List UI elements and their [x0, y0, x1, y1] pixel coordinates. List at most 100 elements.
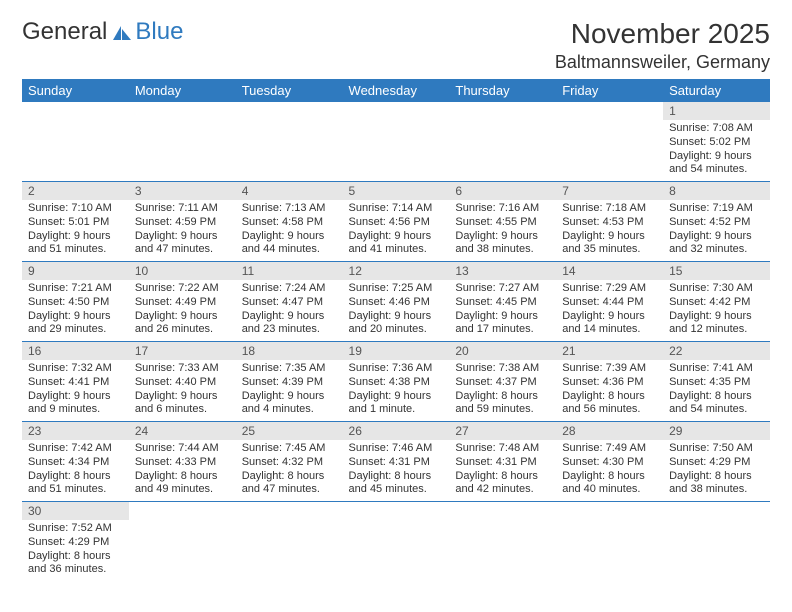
calendar-cell: 16Sunrise: 7:32 AMSunset: 4:41 PMDayligh… — [22, 342, 129, 422]
day-body: Sunrise: 7:52 AMSunset: 4:29 PMDaylight:… — [22, 520, 129, 581]
sunset-text: Sunset: 4:50 PM — [28, 296, 123, 310]
calendar-cell — [236, 102, 343, 182]
calendar-cell — [449, 502, 556, 582]
sunset-text: Sunset: 4:52 PM — [669, 216, 764, 230]
day-body: Sunrise: 7:24 AMSunset: 4:47 PMDaylight:… — [236, 280, 343, 341]
sunset-text: Sunset: 5:02 PM — [669, 136, 764, 150]
day-body: Sunrise: 7:48 AMSunset: 4:31 PMDaylight:… — [449, 440, 556, 501]
calendar-cell: 23Sunrise: 7:42 AMSunset: 4:34 PMDayligh… — [22, 422, 129, 502]
sunrise-text: Sunrise: 7:38 AM — [455, 362, 550, 376]
day-number: 14 — [556, 262, 663, 280]
calendar-cell: 12Sunrise: 7:25 AMSunset: 4:46 PMDayligh… — [343, 262, 450, 342]
day-body: Sunrise: 7:08 AMSunset: 5:02 PMDaylight:… — [663, 120, 770, 181]
sunrise-text: Sunrise: 7:48 AM — [455, 442, 550, 456]
day-body: Sunrise: 7:39 AMSunset: 4:36 PMDaylight:… — [556, 360, 663, 421]
calendar-cell: 11Sunrise: 7:24 AMSunset: 4:47 PMDayligh… — [236, 262, 343, 342]
calendar-week-row: 16Sunrise: 7:32 AMSunset: 4:41 PMDayligh… — [22, 342, 770, 422]
sunset-text: Sunset: 4:32 PM — [242, 456, 337, 470]
day-body: Sunrise: 7:36 AMSunset: 4:38 PMDaylight:… — [343, 360, 450, 421]
daylight-text: Daylight: 9 hours and 44 minutes. — [242, 230, 337, 258]
sunrise-text: Sunrise: 7:46 AM — [349, 442, 444, 456]
day-body: Sunrise: 7:16 AMSunset: 4:55 PMDaylight:… — [449, 200, 556, 261]
logo-sail-icon — [107, 18, 133, 46]
daylight-text: Daylight: 8 hours and 38 minutes. — [669, 470, 764, 498]
day-body: Sunrise: 7:50 AMSunset: 4:29 PMDaylight:… — [663, 440, 770, 501]
daylight-text: Daylight: 9 hours and 29 minutes. — [28, 310, 123, 338]
sunrise-text: Sunrise: 7:35 AM — [242, 362, 337, 376]
title-block: November 2025 Baltmannsweiler, Germany — [555, 18, 770, 73]
calendar-cell — [129, 102, 236, 182]
calendar-cell: 25Sunrise: 7:45 AMSunset: 4:32 PMDayligh… — [236, 422, 343, 502]
day-number: 4 — [236, 182, 343, 200]
weekday-header: Sunday — [22, 79, 129, 102]
day-body: Sunrise: 7:14 AMSunset: 4:56 PMDaylight:… — [343, 200, 450, 261]
calendar-cell: 21Sunrise: 7:39 AMSunset: 4:36 PMDayligh… — [556, 342, 663, 422]
daylight-text: Daylight: 8 hours and 56 minutes. — [562, 390, 657, 418]
day-number: 19 — [343, 342, 450, 360]
calendar-cell: 17Sunrise: 7:33 AMSunset: 4:40 PMDayligh… — [129, 342, 236, 422]
sunset-text: Sunset: 4:49 PM — [135, 296, 230, 310]
sunset-text: Sunset: 4:36 PM — [562, 376, 657, 390]
sunrise-text: Sunrise: 7:49 AM — [562, 442, 657, 456]
calendar-week-row: 2Sunrise: 7:10 AMSunset: 5:01 PMDaylight… — [22, 182, 770, 262]
sunset-text: Sunset: 4:44 PM — [562, 296, 657, 310]
weekday-header-row: SundayMondayTuesdayWednesdayThursdayFrid… — [22, 79, 770, 102]
daylight-text: Daylight: 9 hours and 32 minutes. — [669, 230, 764, 258]
calendar-cell — [22, 102, 129, 182]
calendar-cell: 29Sunrise: 7:50 AMSunset: 4:29 PMDayligh… — [663, 422, 770, 502]
calendar-cell: 3Sunrise: 7:11 AMSunset: 4:59 PMDaylight… — [129, 182, 236, 262]
day-body: Sunrise: 7:42 AMSunset: 4:34 PMDaylight:… — [22, 440, 129, 501]
sunrise-text: Sunrise: 7:45 AM — [242, 442, 337, 456]
day-body: Sunrise: 7:18 AMSunset: 4:53 PMDaylight:… — [556, 200, 663, 261]
sunrise-text: Sunrise: 7:36 AM — [349, 362, 444, 376]
day-number: 26 — [343, 422, 450, 440]
daylight-text: Daylight: 9 hours and 41 minutes. — [349, 230, 444, 258]
daylight-text: Daylight: 8 hours and 42 minutes. — [455, 470, 550, 498]
calendar-cell: 14Sunrise: 7:29 AMSunset: 4:44 PMDayligh… — [556, 262, 663, 342]
calendar-cell: 27Sunrise: 7:48 AMSunset: 4:31 PMDayligh… — [449, 422, 556, 502]
daylight-text: Daylight: 9 hours and 51 minutes. — [28, 230, 123, 258]
calendar-cell: 1Sunrise: 7:08 AMSunset: 5:02 PMDaylight… — [663, 102, 770, 182]
day-number: 5 — [343, 182, 450, 200]
day-number: 25 — [236, 422, 343, 440]
calendar-cell — [663, 502, 770, 582]
sunrise-text: Sunrise: 7:33 AM — [135, 362, 230, 376]
sunset-text: Sunset: 4:41 PM — [28, 376, 123, 390]
day-number: 3 — [129, 182, 236, 200]
calendar-week-row: 30Sunrise: 7:52 AMSunset: 4:29 PMDayligh… — [22, 502, 770, 582]
day-number: 16 — [22, 342, 129, 360]
daylight-text: Daylight: 8 hours and 36 minutes. — [28, 550, 123, 578]
logo: General Blue — [22, 18, 183, 46]
day-number: 8 — [663, 182, 770, 200]
logo-text-dark: General — [22, 18, 107, 46]
weekday-header: Monday — [129, 79, 236, 102]
weekday-header: Thursday — [449, 79, 556, 102]
day-body: Sunrise: 7:32 AMSunset: 4:41 PMDaylight:… — [22, 360, 129, 421]
daylight-text: Daylight: 9 hours and 1 minute. — [349, 390, 444, 418]
day-number: 23 — [22, 422, 129, 440]
day-body: Sunrise: 7:22 AMSunset: 4:49 PMDaylight:… — [129, 280, 236, 341]
day-number: 7 — [556, 182, 663, 200]
daylight-text: Daylight: 9 hours and 23 minutes. — [242, 310, 337, 338]
sunrise-text: Sunrise: 7:50 AM — [669, 442, 764, 456]
sunset-text: Sunset: 4:58 PM — [242, 216, 337, 230]
sunset-text: Sunset: 4:37 PM — [455, 376, 550, 390]
calendar-cell: 24Sunrise: 7:44 AMSunset: 4:33 PMDayligh… — [129, 422, 236, 502]
sunset-text: Sunset: 4:56 PM — [349, 216, 444, 230]
sunrise-text: Sunrise: 7:08 AM — [669, 122, 764, 136]
sunrise-text: Sunrise: 7:10 AM — [28, 202, 123, 216]
day-body: Sunrise: 7:45 AMSunset: 4:32 PMDaylight:… — [236, 440, 343, 501]
daylight-text: Daylight: 8 hours and 47 minutes. — [242, 470, 337, 498]
sunset-text: Sunset: 4:31 PM — [455, 456, 550, 470]
calendar-week-row: 9Sunrise: 7:21 AMSunset: 4:50 PMDaylight… — [22, 262, 770, 342]
day-body: Sunrise: 7:10 AMSunset: 5:01 PMDaylight:… — [22, 200, 129, 261]
sunrise-text: Sunrise: 7:52 AM — [28, 522, 123, 536]
calendar-cell: 8Sunrise: 7:19 AMSunset: 4:52 PMDaylight… — [663, 182, 770, 262]
day-body: Sunrise: 7:27 AMSunset: 4:45 PMDaylight:… — [449, 280, 556, 341]
sunset-text: Sunset: 4:59 PM — [135, 216, 230, 230]
sunrise-text: Sunrise: 7:16 AM — [455, 202, 550, 216]
sunrise-text: Sunrise: 7:18 AM — [562, 202, 657, 216]
calendar-cell — [556, 502, 663, 582]
logo-text-blue: Blue — [135, 18, 183, 46]
calendar-cell — [129, 502, 236, 582]
